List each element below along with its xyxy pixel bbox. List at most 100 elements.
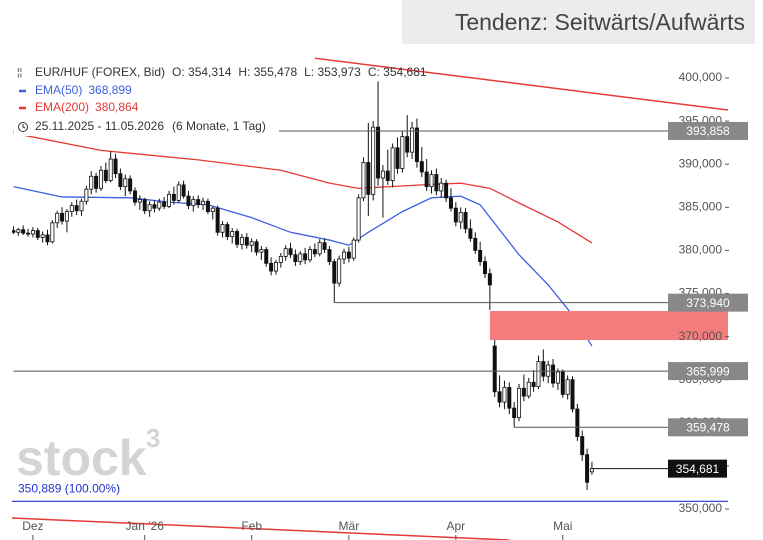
candle-body <box>259 249 264 253</box>
candle-body <box>400 136 405 169</box>
watermark: stock <box>16 430 147 486</box>
candle-body <box>356 197 361 241</box>
candle-body <box>293 254 298 263</box>
legend-value: 380,864 <box>95 100 139 114</box>
legend-period: (6 Monate, 1 Tag) <box>172 119 266 133</box>
candle-body <box>21 229 26 234</box>
candle-body <box>361 162 366 199</box>
clock-hand <box>22 124 26 129</box>
candle-body <box>565 379 570 395</box>
legend-text: O: 354,314 <box>172 65 232 79</box>
y-tick-label: 400,000 <box>679 70 723 84</box>
candle-body <box>45 234 50 243</box>
candle-body <box>288 248 293 256</box>
candle-body <box>123 178 128 188</box>
candle-body <box>332 261 337 284</box>
candle-body <box>176 184 181 201</box>
candle-body <box>113 158 118 175</box>
x-tick-label: Apr <box>446 519 465 533</box>
candle-body <box>536 361 541 387</box>
candle-body <box>468 228 473 239</box>
candle-body <box>235 231 240 245</box>
candle-body <box>541 361 546 377</box>
legend-icon: ¦¦ <box>17 68 22 79</box>
plot: stock 3 350,889 (100.00%) <box>12 57 728 540</box>
y-tick-label: 385,000 <box>679 199 723 213</box>
x-tick-label: Mär <box>339 519 360 533</box>
candle-body <box>424 171 429 188</box>
candle-body <box>196 199 201 206</box>
candle-body <box>322 242 327 250</box>
candle-body <box>526 381 531 397</box>
legend-bg <box>14 64 279 136</box>
candle-body <box>162 201 167 207</box>
legend-range: 25.11.2025 - 11.05.2026 <box>35 119 164 133</box>
candle-body <box>157 201 162 209</box>
candle-body <box>303 253 308 261</box>
overlay: 400,000395,000390,000385,000380,000375,0… <box>13 64 748 540</box>
y-tick-label: 390,000 <box>679 156 723 170</box>
candle-body <box>50 222 55 243</box>
candle-body <box>273 262 278 272</box>
trendline <box>12 517 510 540</box>
level-box <box>668 459 727 478</box>
candle-body <box>137 199 142 203</box>
candle-body <box>94 175 99 189</box>
candle-body <box>453 207 458 223</box>
x-tick-label: Mai <box>553 519 572 533</box>
candle-body <box>79 200 84 212</box>
candle-body <box>580 436 585 456</box>
candle-body <box>366 162 371 195</box>
legend-name: EMA(200) <box>35 100 89 114</box>
candle-body <box>40 234 45 238</box>
candle-body <box>84 188 89 202</box>
candle-body <box>390 147 395 181</box>
candle-body <box>225 224 230 238</box>
candle-body <box>551 364 556 384</box>
legend-name: EMA(50) <box>35 83 82 97</box>
level-box <box>668 362 748 381</box>
trendline <box>314 57 728 111</box>
candle-body <box>497 391 502 403</box>
candle-body <box>249 241 254 246</box>
candle-body <box>74 205 79 212</box>
candle-body <box>201 200 206 206</box>
candle-body <box>171 193 176 201</box>
candle-body <box>502 387 507 403</box>
candle-body <box>463 212 468 230</box>
candle-body <box>103 169 108 181</box>
legend-text: C: 354,681 <box>368 65 427 79</box>
baseline-label: 350,889 (100.00%) <box>18 481 120 495</box>
candle-body <box>317 242 322 255</box>
candle-body <box>64 211 69 222</box>
level-box <box>668 121 748 140</box>
candle-body <box>283 248 288 257</box>
level-label: 373,940 <box>686 296 730 310</box>
candle-body <box>239 237 244 245</box>
candle-body <box>30 230 35 235</box>
candle-body <box>458 212 463 223</box>
candle-body <box>16 229 21 233</box>
candle-body <box>327 249 332 263</box>
candle-body <box>575 408 580 437</box>
candle-body <box>414 127 419 163</box>
candle-body <box>419 161 424 173</box>
candle-body <box>312 249 317 255</box>
legend-text: EUR/HUF (FOREX, Bid) <box>35 65 165 79</box>
candle-body <box>128 178 133 192</box>
candle-body <box>517 387 522 419</box>
header-title: Tendenz: Seitwärts/Aufwärts <box>455 9 745 35</box>
candle-body <box>512 407 517 419</box>
candle-body <box>152 204 157 209</box>
candle-body <box>69 205 74 213</box>
candle-body <box>385 170 390 181</box>
candle-body <box>12 230 16 233</box>
candle-body <box>147 204 152 212</box>
legend-text: L: 353,973 <box>304 65 361 79</box>
watermark: 3 <box>146 423 160 453</box>
candle-body <box>26 232 31 235</box>
candle-body <box>434 174 439 192</box>
candle-body <box>478 250 483 263</box>
candle-body <box>215 207 220 233</box>
